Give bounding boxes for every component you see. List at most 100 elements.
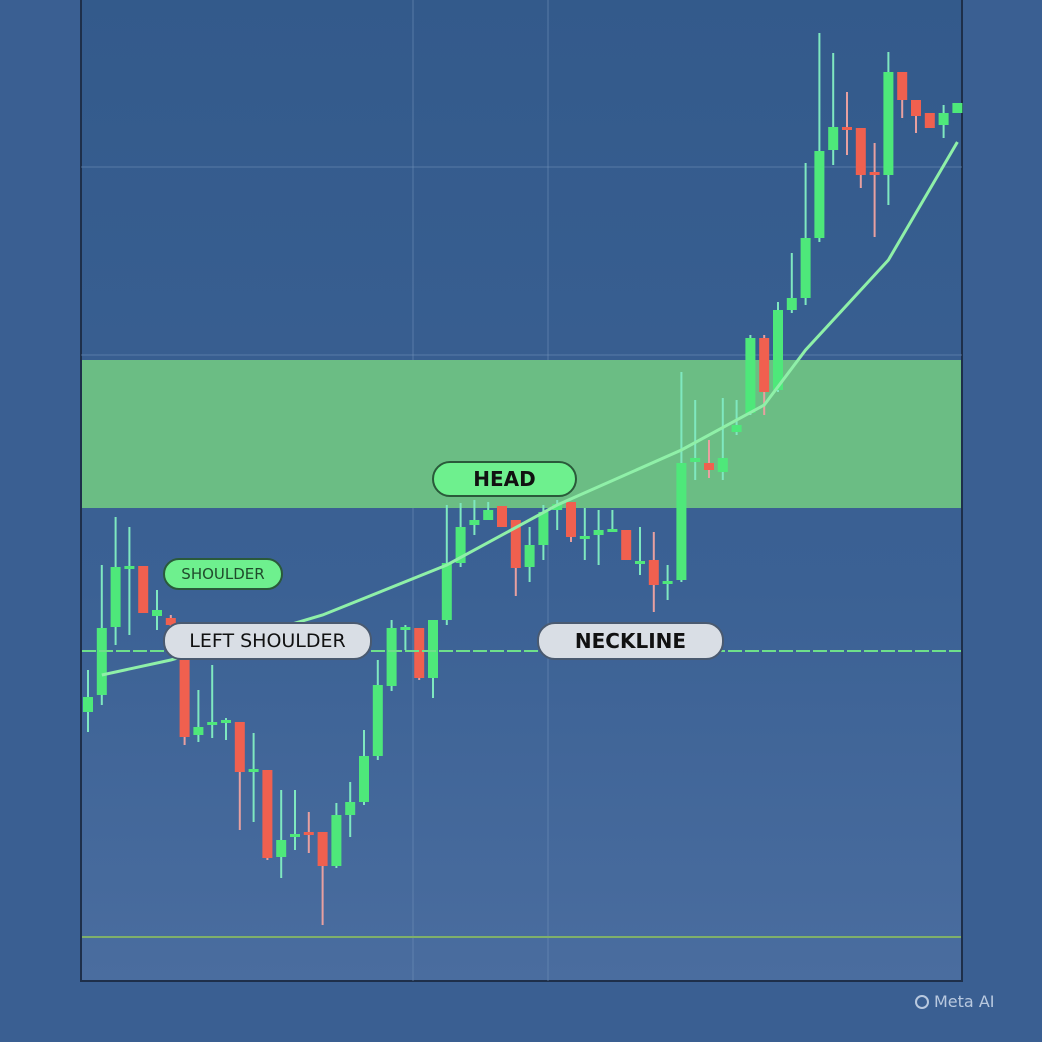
candle-body xyxy=(96,628,107,695)
candle xyxy=(221,718,231,740)
candle xyxy=(690,400,701,480)
candle-body xyxy=(276,840,287,857)
candle xyxy=(138,566,149,613)
candle xyxy=(428,620,438,698)
candle-body xyxy=(152,610,162,616)
candle-body xyxy=(593,530,604,535)
candle-body xyxy=(952,103,963,113)
candle-body xyxy=(924,113,935,128)
candle xyxy=(497,506,507,527)
candle xyxy=(662,565,673,600)
candle xyxy=(759,335,770,415)
candle xyxy=(152,590,162,630)
candle-body xyxy=(248,769,259,772)
candle-body xyxy=(221,720,231,723)
candle xyxy=(717,398,728,480)
candle-body xyxy=(538,512,549,545)
candle-body xyxy=(883,72,894,175)
candle-body xyxy=(869,172,880,175)
candle xyxy=(303,812,314,853)
candle-body xyxy=(800,238,811,298)
candle xyxy=(814,33,825,242)
candle xyxy=(290,790,300,850)
candle-body xyxy=(759,338,770,392)
candle-body xyxy=(676,463,687,580)
candle-body xyxy=(441,563,452,620)
candle xyxy=(786,253,797,313)
candle xyxy=(524,527,535,582)
candle-body xyxy=(731,425,742,432)
candle xyxy=(579,508,590,560)
candle-body xyxy=(607,529,618,532)
candle-body xyxy=(483,510,494,520)
candle-body xyxy=(524,545,535,567)
candle-body xyxy=(359,756,369,802)
candle-body xyxy=(566,502,576,537)
candle-body xyxy=(138,566,149,613)
candle-body xyxy=(897,72,908,100)
candle-body xyxy=(345,802,356,815)
candle xyxy=(952,103,963,113)
candle xyxy=(745,335,756,415)
candle xyxy=(331,803,342,868)
candle-body xyxy=(469,520,480,525)
candle-body xyxy=(690,458,701,462)
candle xyxy=(828,53,839,165)
candle-body xyxy=(179,660,190,737)
candle-body xyxy=(400,627,411,630)
candle-body xyxy=(842,127,852,130)
candle xyxy=(469,500,480,535)
candle xyxy=(124,527,135,635)
head-label: HEAD xyxy=(432,461,577,497)
candle xyxy=(566,502,576,542)
candle xyxy=(83,670,93,732)
candle xyxy=(510,520,521,596)
candle-body xyxy=(717,458,728,472)
candle xyxy=(400,625,411,650)
candle-body xyxy=(648,560,659,585)
watermark-text: Meta AI xyxy=(934,992,995,1011)
candle-body xyxy=(510,520,521,568)
candle-body xyxy=(938,113,949,125)
candle xyxy=(911,100,921,133)
candle-body xyxy=(303,832,314,835)
candle-body xyxy=(552,504,563,510)
candle xyxy=(648,532,659,612)
candle-body xyxy=(786,298,797,310)
meta-ai-logo-icon xyxy=(915,994,929,1009)
candle xyxy=(262,770,273,860)
candle xyxy=(414,628,425,680)
candle xyxy=(593,510,604,565)
candle xyxy=(731,400,742,435)
neckline-label: NECKLINE xyxy=(537,622,724,660)
candle-body xyxy=(621,530,632,560)
candle-body xyxy=(414,628,425,678)
candle xyxy=(96,565,107,705)
candle-body xyxy=(635,561,645,564)
candle-body xyxy=(911,100,921,116)
candle xyxy=(234,722,245,830)
candle xyxy=(621,530,632,560)
candle-body xyxy=(745,338,756,413)
watermark: Meta AI xyxy=(915,992,994,1011)
candle-body xyxy=(704,463,714,470)
candle-body xyxy=(579,536,590,539)
shoulder-label: SHOULDER xyxy=(163,558,283,590)
candle xyxy=(635,527,645,575)
candle-body xyxy=(814,151,825,238)
candle-body xyxy=(455,527,466,563)
candle-body xyxy=(662,581,673,584)
candle-body xyxy=(773,310,783,390)
candle xyxy=(773,302,783,392)
candle-body xyxy=(124,566,135,569)
candle-body xyxy=(83,697,93,712)
candle-body xyxy=(207,722,218,725)
candle xyxy=(193,690,204,742)
candle xyxy=(676,372,687,582)
candle xyxy=(800,163,811,305)
candle xyxy=(924,113,935,128)
candle-body xyxy=(110,567,121,627)
candle-body xyxy=(165,618,176,625)
candle-body xyxy=(386,628,397,686)
